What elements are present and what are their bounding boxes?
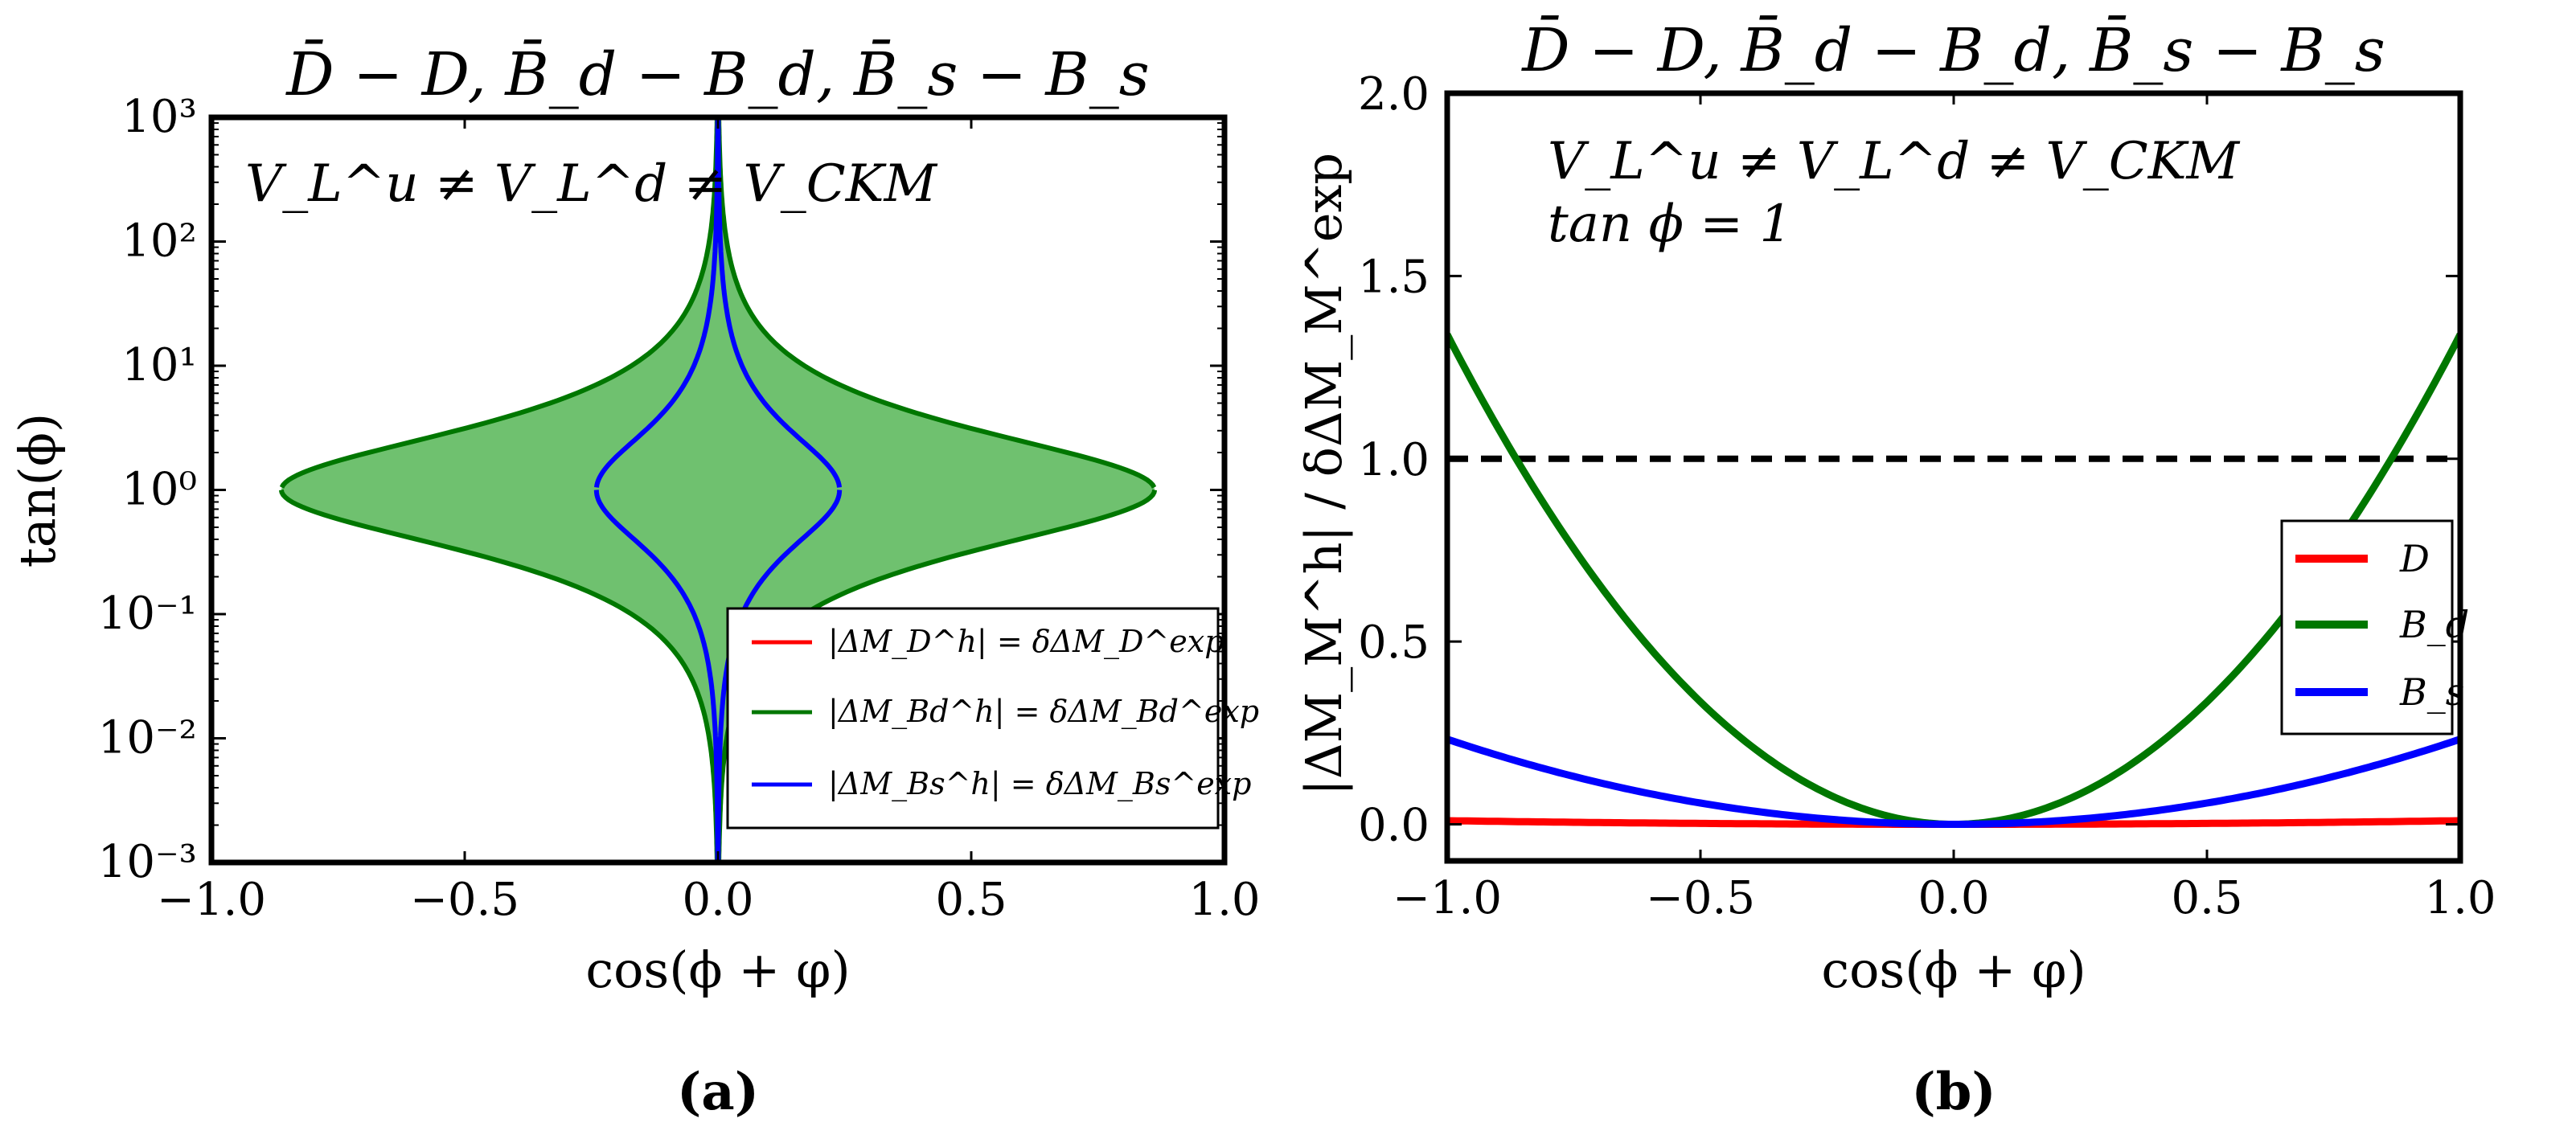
panel-a-title: D̄ − D, B̄_d − B_d, B̄_s − B_s: [285, 39, 1149, 109]
legend-label-d: |ΔM_D^h| = δΔM_D^exp: [828, 624, 1224, 660]
y-tick-label-a: 10⁻³: [98, 836, 197, 888]
legend-b-label-d: D: [2399, 537, 2430, 580]
panel-b-legend: D B_d B_s: [2280, 519, 2469, 735]
panel-b-annotation: V_L^u ≠ V_L^d ≠ V_CKM: [1548, 132, 2241, 191]
panel-a-ylabel: tan(ϕ): [8, 413, 67, 567]
x-tick-label-b: −1.0: [1393, 872, 1502, 924]
x-tick-label-b: 0.0: [1918, 872, 1989, 924]
contour-series-1-right-lower: [716, 489, 1158, 862]
y-tick-label-b: 2.0: [1358, 68, 1430, 121]
y-tick-label-b: 0.5: [1358, 617, 1430, 669]
contour-series-1-right-upper: [716, 117, 1157, 489]
x-tick-label-b: 0.5: [2171, 872, 2242, 924]
x-tick-label-a: 1.0: [1188, 874, 1260, 926]
panel-b-title: D̄ − D, B̄_d − B_d, B̄_s − B_s: [1520, 15, 2385, 85]
panel-b-ticks: −1.0 −0.5 0.0 0.5 1.0 0.0 0.5 1.0 1.5 2.0: [1358, 68, 2496, 924]
panel-b-ylabel: |ΔM_M^h| / δΔM_M^exp: [1294, 153, 1353, 796]
x-tick-label-a: −0.5: [410, 874, 519, 926]
series-line-2: [1447, 735, 2460, 828]
legend-b-label-bs: B_s: [2399, 670, 2464, 714]
x-tick-label-a: 0.0: [682, 874, 753, 926]
panel-a-ticks: −1.0 −0.5 0.0 0.5 1.0 10⁻³ 10⁻² 10⁻¹ 10⁰ 10¹ 10² 10…: [98, 91, 1261, 926]
panel-a-annotation: V_L^u ≠ V_L^d ≠ V_CKM: [245, 154, 938, 214]
y-tick-label-a: 10⁻¹: [98, 588, 197, 640]
y-tick-label-b: 1.0: [1358, 434, 1430, 486]
contour-series-1-left-upper: [279, 117, 720, 489]
panel-b-plot-area: [1447, 333, 2460, 828]
x-tick-label-b: 1.0: [2424, 872, 2496, 924]
y-tick-label-a: 10¹: [121, 339, 197, 391]
panel-b-caption: (b): [1911, 1062, 1996, 1122]
y-tick-label-b: 0.0: [1358, 800, 1430, 852]
panel-a-caption: (a): [677, 1062, 759, 1122]
panel-a-xlabel: cos(ϕ + φ): [585, 940, 850, 999]
contour-series-2-right-upper: [716, 117, 842, 488]
panel-a-legend: |ΔM_D^h| = δΔM_D^exp |ΔM_Bd^h| = δΔM_Bd^…: [726, 607, 1259, 830]
panel-b-xlabel: cos(ϕ + φ): [1821, 940, 2086, 999]
bd-allowed-region: [281, 117, 1155, 862]
contour-series-1-left-lower: [278, 489, 720, 862]
legend-b-label-bd: B_d: [2399, 603, 2469, 646]
y-tick-label-b: 1.5: [1358, 251, 1430, 303]
y-tick-label-a: 10⁰: [121, 464, 197, 516]
legend-label-bs: |ΔM_Bs^h| = δΔM_Bs^exp: [828, 766, 1251, 802]
panel-a-legend-box: [726, 607, 1220, 830]
panel-b: D̄ − D, B̄_d − B_d, B̄_s − B_s −1.0 −0.5 0…: [1294, 15, 2496, 1122]
y-tick-label-a: 10³: [121, 91, 197, 143]
x-tick-label-a: −1.0: [157, 874, 266, 926]
contour-series-2-left-upper: [594, 117, 720, 488]
panel-a-plot-area: [278, 117, 1158, 862]
y-tick-label-a: 10²: [121, 215, 197, 268]
x-tick-label-b: −0.5: [1646, 872, 1755, 924]
contour-series-2-right-lower: [716, 490, 843, 862]
y-tick-label-a: 10⁻²: [98, 712, 197, 764]
contour-series-2-left-lower: [593, 490, 720, 862]
panel-a: D̄ − D, B̄_d − B_d, B̄_s − B_s −1.0 −0.5 0…: [8, 39, 1261, 1122]
x-tick-label-a: 0.5: [935, 874, 1007, 926]
legend-label-bd: |ΔM_Bd^h| = δΔM_Bd^exp: [828, 694, 1259, 730]
panel-b-annotation-2: tan ϕ = 1: [1548, 195, 1792, 254]
